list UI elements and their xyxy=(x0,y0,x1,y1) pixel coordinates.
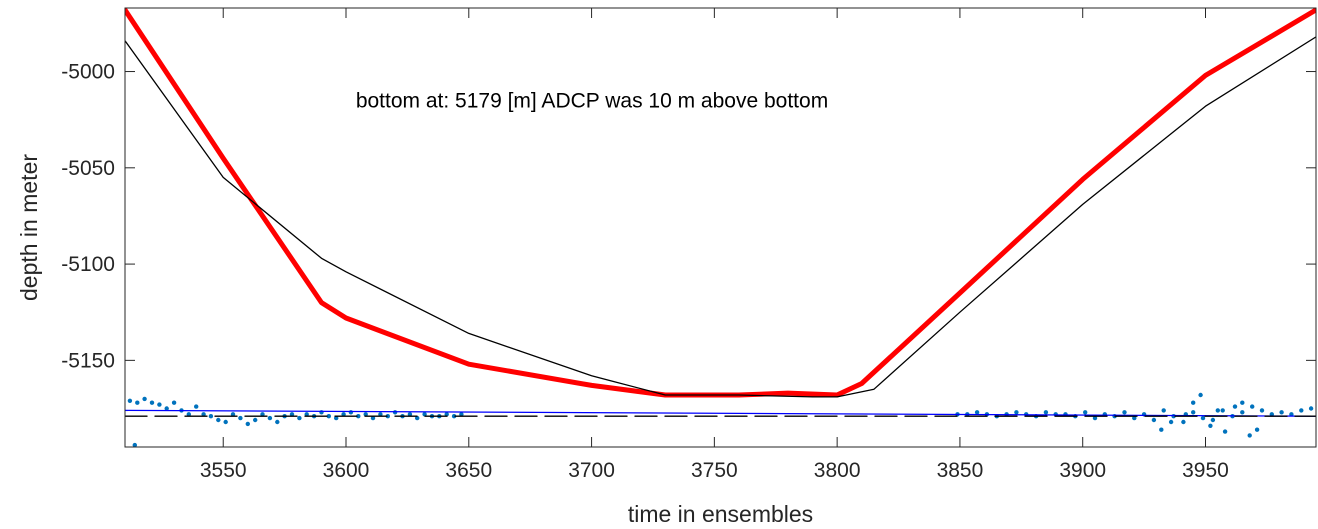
data-point xyxy=(326,414,331,419)
data-point xyxy=(1181,419,1186,425)
data-point xyxy=(289,412,295,417)
data-point xyxy=(1254,427,1260,432)
data-point xyxy=(363,412,368,417)
data-point xyxy=(127,398,133,403)
data-point xyxy=(1092,415,1098,421)
data-point xyxy=(297,415,302,421)
data-point xyxy=(1232,404,1238,409)
data-point xyxy=(304,412,309,417)
data-point xyxy=(223,419,228,425)
data-point xyxy=(341,412,346,417)
series-line-3 xyxy=(125,409,1316,417)
data-point xyxy=(1289,412,1294,417)
data-point xyxy=(356,414,361,419)
data-point xyxy=(378,412,383,417)
data-point xyxy=(1259,408,1265,413)
data-point xyxy=(201,412,206,417)
data-point xyxy=(194,404,199,409)
data-point xyxy=(444,412,449,417)
data-point xyxy=(1191,410,1196,415)
data-point xyxy=(1043,410,1049,415)
data-point xyxy=(260,412,265,417)
data-point xyxy=(1247,433,1252,438)
data-point xyxy=(1083,410,1088,415)
data-point xyxy=(1151,417,1157,423)
data-point xyxy=(422,412,427,417)
data-point xyxy=(974,410,980,415)
data-point xyxy=(208,414,214,419)
series-points xyxy=(127,392,1314,447)
y-tick-label: -5150 xyxy=(61,349,115,372)
data-point xyxy=(385,414,390,419)
x-axis-label: time in ensembles xyxy=(628,501,813,527)
x-tick-label: 3650 xyxy=(445,459,492,482)
data-point xyxy=(1168,419,1174,425)
data-point xyxy=(132,442,137,447)
x-tick-label: 3950 xyxy=(1182,459,1229,482)
data-point xyxy=(1250,404,1255,409)
data-point xyxy=(1308,406,1314,411)
data-point xyxy=(415,415,420,421)
data-point xyxy=(1210,417,1216,423)
data-point xyxy=(1159,427,1164,432)
series-line-0 xyxy=(125,8,1316,398)
data-point xyxy=(135,400,140,405)
y-tick-label: -5100 xyxy=(61,253,115,276)
x-tick-label: 3800 xyxy=(814,459,861,482)
data-point xyxy=(459,412,464,417)
x-tick-label: 3850 xyxy=(937,459,984,482)
data-point xyxy=(267,415,273,421)
data-point xyxy=(1198,392,1203,398)
data-point xyxy=(149,400,155,405)
data-point xyxy=(245,421,250,427)
data-point xyxy=(1240,400,1245,405)
data-point xyxy=(171,400,177,405)
data-point xyxy=(1240,410,1245,415)
data-point xyxy=(275,419,280,425)
data-point xyxy=(253,417,258,423)
bottom-annotation: bottom at: 5179 [m] ADCP was 10 m above … xyxy=(356,89,828,112)
y-tick-label: -5000 xyxy=(61,61,115,84)
axes-frame xyxy=(124,7,1317,448)
data-point xyxy=(370,415,376,421)
x-tick-label: 3550 xyxy=(200,459,247,482)
data-point xyxy=(216,417,221,423)
data-point xyxy=(1220,408,1225,413)
data-point xyxy=(1299,408,1304,413)
data-point xyxy=(1279,410,1284,415)
data-point xyxy=(1132,415,1137,421)
y-tick-label: -5050 xyxy=(61,157,115,180)
data-point xyxy=(1161,408,1166,413)
data-point xyxy=(1200,415,1206,421)
series-line-1 xyxy=(125,36,1316,398)
data-point xyxy=(1014,410,1019,415)
data-point xyxy=(1215,408,1221,413)
data-point xyxy=(407,412,413,417)
data-point xyxy=(230,412,236,417)
data-point xyxy=(1191,400,1196,405)
data-point xyxy=(157,402,162,407)
data-point xyxy=(186,412,191,417)
data-point xyxy=(1122,410,1127,415)
x-tick-label: 3900 xyxy=(1059,459,1106,482)
data-point xyxy=(1208,423,1213,428)
data-point xyxy=(238,415,243,421)
x-tick-label: 3750 xyxy=(691,459,738,482)
data-point xyxy=(348,410,354,415)
x-tick-label: 3600 xyxy=(323,459,370,482)
data-point xyxy=(451,414,457,419)
y-axis-label: depth in meter xyxy=(16,154,42,301)
data-point xyxy=(1222,429,1228,434)
data-point xyxy=(334,415,339,421)
x-tick-label: 3700 xyxy=(568,459,615,482)
data-point xyxy=(164,406,169,411)
data-point xyxy=(142,396,147,402)
